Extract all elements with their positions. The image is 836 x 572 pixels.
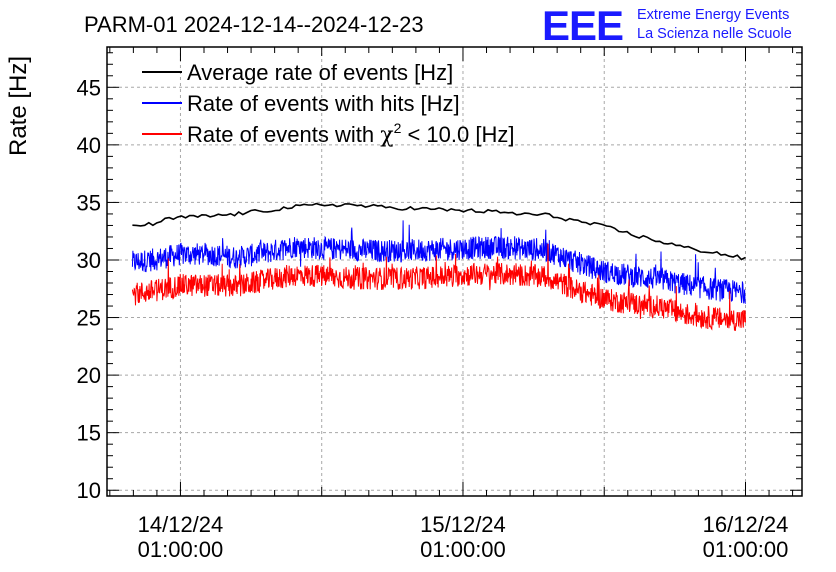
x-tick-label-date: 14/12/24 [138,512,224,537]
y-axis-label: Rate [Hz] [5,56,32,156]
y-tick-label: 15 [77,421,101,446]
legend-label-hits: Rate of events with hits [Hz] [187,91,460,116]
logo-mark: EEE [542,2,623,49]
y-tick-label: 30 [77,248,101,273]
logo-line1: Extreme Energy Events [637,7,789,23]
logo-line2: La Scienza nelle Scuole [637,26,792,42]
eee-logo: EEE Extreme Energy Events La Scienza nel… [542,2,792,49]
x-tick-label-date: 15/12/24 [420,512,506,537]
y-tick-label: 40 [77,133,101,158]
series-layer [131,202,746,331]
y-tick-label: 45 [77,75,101,100]
chart-title: PARM-01 2024-12-14--2024-12-23 [84,12,424,37]
y-tick-label: 20 [77,363,101,388]
x-tick-label-time: 01:00:00 [703,537,789,562]
x-tick-label-time: 01:00:00 [420,537,506,562]
axes: 101520253035404514/12/2401:00:0015/12/24… [77,46,803,562]
y-tick-label: 25 [77,306,101,331]
y-tick-label: 10 [77,478,101,503]
grid [107,47,802,496]
legend: Average rate of events [Hz] Rate of even… [142,60,514,148]
series-hits-line [131,220,746,304]
y-tick-label: 35 [77,190,101,215]
x-tick-label-time: 01:00:00 [138,537,224,562]
series-average-line [132,202,746,261]
legend-label-chi2: Rate of events with χ2 < 10.0 [Hz] [187,120,514,148]
legend-label-average: Average rate of events [Hz] [187,60,453,85]
x-tick-label-date: 16/12/24 [703,512,789,537]
series-chi2-line [131,243,746,331]
